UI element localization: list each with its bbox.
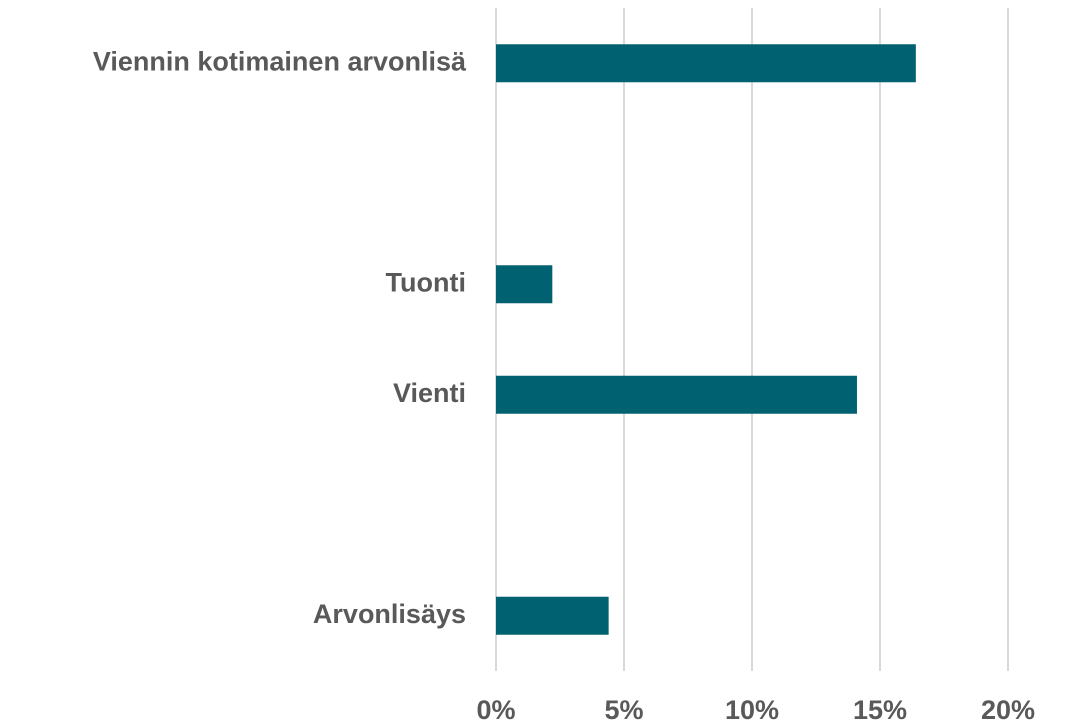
x-tick-label: 10%	[725, 695, 779, 724]
x-tick-label: 15%	[853, 695, 907, 724]
y-tick-label: Viennin kotimainen arvonlisä	[93, 46, 467, 76]
bar	[496, 596, 609, 635]
y-tick-label: Arvonlisäys	[313, 599, 466, 629]
x-tick-label: 20%	[981, 695, 1035, 724]
y-tick-label: Vienti	[393, 378, 466, 408]
x-tick-label: 0%	[476, 695, 515, 724]
y-tick-label: Tuonti	[386, 267, 466, 297]
x-tick-label: 5%	[604, 695, 643, 724]
bar	[496, 44, 916, 83]
bar	[496, 375, 857, 414]
bar	[496, 265, 553, 304]
